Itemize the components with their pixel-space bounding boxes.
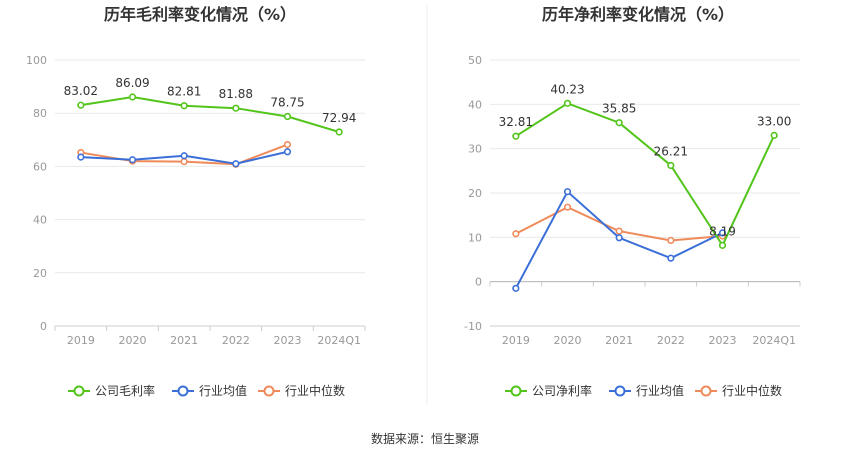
data-point [180, 102, 188, 110]
data-point [563, 188, 572, 196]
data-label: 83.02 [64, 84, 98, 98]
y-tick-label: 20 [468, 187, 482, 200]
legend-marker [177, 385, 189, 397]
data-point [232, 160, 240, 168]
data-point [512, 230, 520, 238]
y-tick-label: 50 [468, 54, 482, 67]
y-tick-label: 0 [475, 276, 482, 289]
y-tick-label: 40 [468, 98, 482, 111]
data-label: 86.09 [115, 76, 149, 90]
data-point [770, 131, 778, 139]
data-label: 78.75 [270, 96, 304, 110]
data-label: 33.00 [757, 114, 791, 128]
x-tick-label: 2024Q1 [317, 334, 361, 347]
data-point [180, 158, 188, 166]
x-tick-label: 2024Q1 [752, 334, 796, 347]
legend-label: 行业均值 [199, 383, 247, 398]
legend-item[interactable]: 行业均值 [172, 383, 247, 398]
data-point [77, 153, 85, 161]
data-point [512, 132, 520, 140]
y-tick-label: 60 [33, 160, 47, 173]
x-tick-label: 2023 [709, 334, 737, 347]
legend-marker [263, 385, 275, 397]
data-point [283, 112, 292, 121]
legend-marker [700, 385, 712, 397]
data-label: 26.21 [654, 144, 688, 158]
data-point [667, 236, 675, 245]
data-point [563, 203, 572, 211]
y-tick-label: 30 [468, 143, 482, 156]
data-point [180, 152, 188, 160]
data-point [718, 241, 727, 249]
data-point [667, 254, 675, 262]
y-tick-label: -10 [464, 320, 482, 333]
legend-marker [510, 385, 522, 397]
data-point [232, 104, 240, 112]
data-label: 40.23 [550, 82, 584, 96]
data-point [283, 148, 292, 156]
x-tick-label: 2021 [170, 334, 198, 347]
net-margin-chart: 历年净利率变化情况（%） -10 0 10 20 30 40 50 2019 2020 2021 20… [464, 5, 801, 398]
data-point [615, 234, 623, 242]
x-tick-label: 2020 [119, 334, 147, 347]
data-point [615, 119, 623, 127]
legend-label: 行业均值 [636, 383, 684, 398]
legend-marker [73, 385, 85, 397]
legend-label: 公司净利率 [532, 383, 592, 398]
x-tick-label: 2019 [67, 334, 95, 347]
y-tick-label: 80 [33, 107, 47, 120]
data-point [718, 229, 727, 237]
legend-item[interactable]: 行业中位数 [695, 383, 782, 398]
data-label: 32.81 [499, 115, 533, 129]
data-point [667, 161, 675, 170]
legend-marker [614, 385, 626, 397]
chart-title: 历年毛利率变化情况（%） [104, 5, 296, 24]
legend-item[interactable]: 行业中位数 [258, 383, 345, 398]
legend-label: 公司毛利率 [95, 383, 155, 398]
data-label: 82.81 [167, 85, 201, 99]
data-point [77, 101, 85, 109]
legend-item[interactable]: 公司毛利率 [68, 383, 155, 398]
series-line [515, 102, 776, 248]
legend-item[interactable]: 行业均值 [609, 383, 684, 398]
y-tick-label: 0 [40, 320, 47, 333]
x-tick-label: 2020 [554, 334, 582, 347]
gross-margin-chart: 历年毛利率变化情况（%） 0 20 40 60 80 100 2019 2020 2021 2022… [26, 5, 366, 398]
data-label: 81.88 [219, 87, 253, 101]
data-point [128, 93, 137, 101]
data-label: 8.19 [709, 224, 736, 238]
legend-item[interactable]: 公司净利率 [505, 383, 592, 398]
source-text: 数据来源：恒生聚源 [371, 431, 479, 446]
x-tick-label: 2021 [605, 334, 633, 347]
data-point [615, 227, 623, 235]
x-tick-label: 2023 [274, 334, 302, 347]
x-tick-label: 2019 [502, 334, 530, 347]
series-line [80, 95, 340, 133]
y-tick-label: 10 [468, 231, 482, 244]
x-tick-label: 2022 [657, 334, 685, 347]
data-point [335, 128, 343, 136]
data-point [128, 156, 137, 164]
data-point [512, 284, 520, 292]
legend-label: 行业中位数 [722, 383, 782, 398]
data-label: 35.85 [602, 102, 636, 116]
legend-label: 行业中位数 [285, 383, 345, 398]
data-label: 72.94 [322, 111, 356, 125]
data-point [283, 140, 292, 149]
data-point [563, 99, 572, 107]
x-tick-label: 2022 [222, 334, 250, 347]
y-tick-label: 20 [33, 267, 47, 280]
y-tick-label: 100 [26, 54, 47, 67]
y-tick-label: 40 [33, 214, 47, 227]
chart-title: 历年净利率变化情况（%） [542, 5, 734, 24]
